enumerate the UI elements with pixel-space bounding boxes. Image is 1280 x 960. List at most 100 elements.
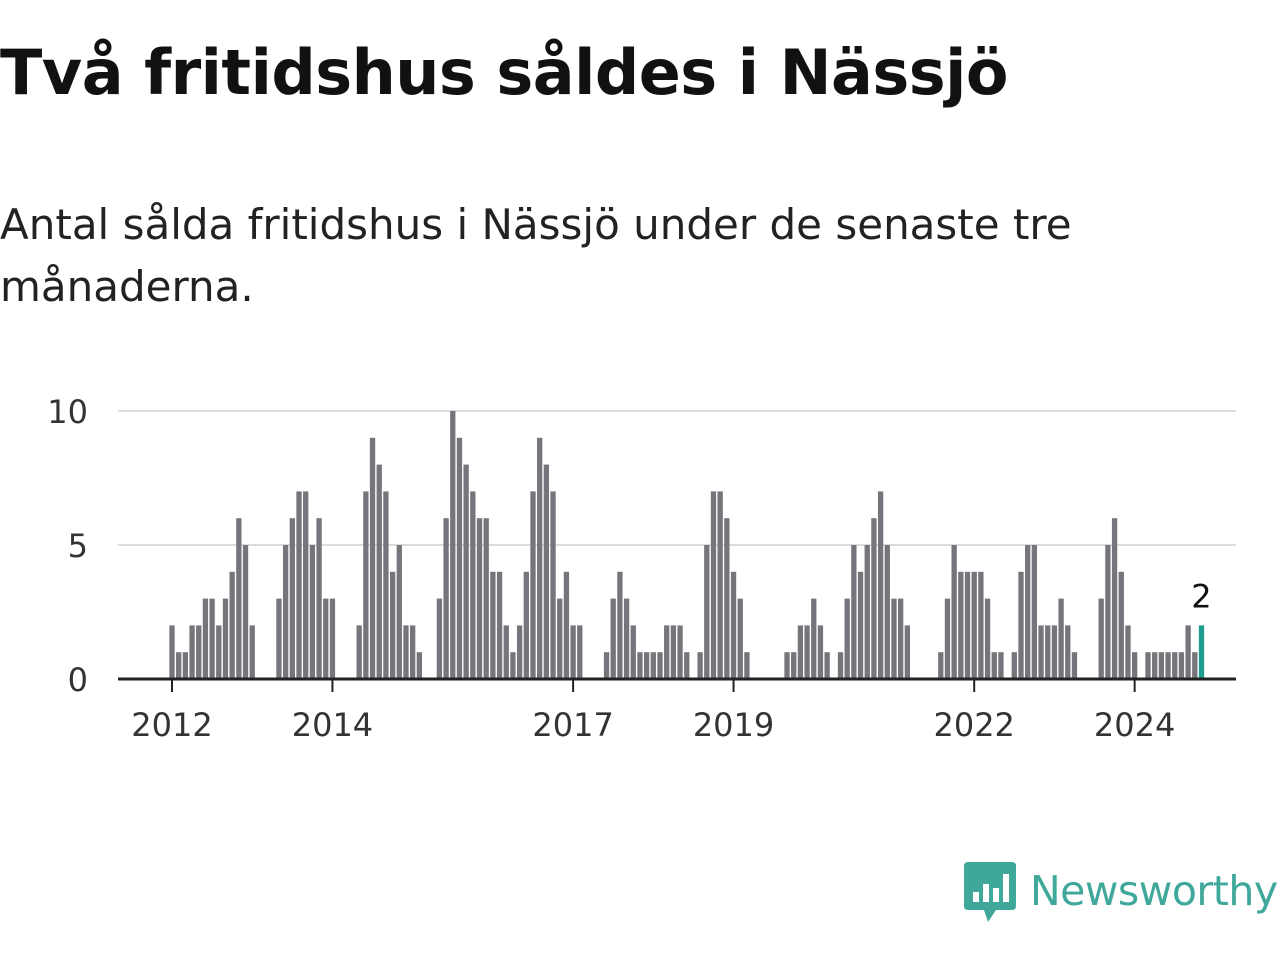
bar — [784, 652, 790, 679]
bar — [744, 652, 750, 679]
bar — [791, 652, 797, 679]
bar — [182, 652, 189, 679]
bar — [643, 652, 650, 679]
bar — [222, 598, 229, 679]
bar — [1192, 652, 1198, 679]
bar — [984, 598, 991, 679]
bar — [617, 571, 623, 679]
bar — [958, 571, 964, 679]
bar — [871, 518, 877, 679]
x-tick-label: 2024 — [1094, 706, 1175, 744]
bar — [1065, 625, 1071, 679]
y-tick-label: 5 — [68, 527, 88, 565]
bar — [1018, 571, 1024, 679]
bar — [470, 491, 476, 679]
bar — [1178, 652, 1185, 679]
brand-name: Newsworthy — [1030, 866, 1278, 915]
bar — [323, 598, 329, 679]
bar — [510, 652, 516, 679]
bar — [704, 545, 710, 679]
bar — [844, 598, 850, 679]
bar — [623, 598, 630, 679]
bar — [1111, 518, 1118, 679]
x-tick-label: 2022 — [933, 706, 1014, 744]
bar — [537, 437, 543, 679]
bar — [1031, 545, 1038, 679]
bar — [1165, 652, 1171, 679]
bar — [817, 625, 824, 679]
bar — [851, 545, 857, 679]
bar — [991, 652, 997, 679]
bar — [664, 625, 670, 679]
bar-chart: 0 5 10 2012 2014 2017 2019 2022 2024 2 — [47, 393, 1236, 744]
bar — [857, 571, 864, 679]
x-tick-label: 2017 — [532, 706, 613, 744]
bar — [476, 518, 483, 679]
bar — [670, 625, 677, 679]
bar — [864, 545, 870, 679]
bar — [684, 652, 690, 679]
bar — [550, 491, 556, 679]
x-tick-label: 2019 — [693, 706, 774, 744]
bar — [436, 598, 443, 679]
bar — [824, 652, 830, 679]
bar — [376, 464, 382, 679]
bar — [483, 518, 489, 679]
bar — [563, 571, 570, 679]
bar — [898, 598, 904, 679]
y-tick-label: 10 — [47, 393, 88, 431]
bar — [202, 598, 209, 679]
bar — [543, 464, 550, 679]
bar — [891, 598, 897, 679]
bar — [978, 571, 984, 679]
bar — [904, 625, 910, 679]
bar — [877, 491, 884, 679]
bar — [523, 571, 529, 679]
bar — [276, 598, 282, 679]
x-tick-label: 2012 — [131, 706, 212, 744]
bar — [938, 652, 944, 679]
y-tick-label: 0 — [68, 661, 88, 699]
bar — [1158, 652, 1165, 679]
bar-highlight — [1198, 625, 1205, 679]
bar — [797, 625, 804, 679]
chart-title: Två fritidshus såldes i Nässjö — [0, 36, 1009, 109]
bar — [964, 571, 971, 679]
bar — [1098, 598, 1104, 679]
highlight-value-label: 2 — [1191, 577, 1211, 615]
bar — [189, 625, 195, 679]
bar — [289, 518, 295, 679]
bar — [456, 437, 463, 679]
bar — [971, 571, 977, 679]
bar — [1125, 625, 1131, 679]
bar — [403, 625, 409, 679]
bar — [811, 598, 817, 679]
bar — [303, 491, 309, 679]
bar — [516, 625, 523, 679]
bar — [1025, 545, 1031, 679]
bar — [356, 625, 362, 679]
bar — [697, 652, 703, 679]
bar — [396, 545, 402, 679]
bar — [410, 625, 416, 679]
bar — [363, 491, 369, 679]
bar — [383, 491, 389, 679]
bar — [998, 652, 1004, 679]
bar — [657, 652, 663, 679]
bar — [717, 491, 723, 679]
bar — [603, 652, 610, 679]
bar — [1131, 652, 1138, 679]
bar — [530, 491, 536, 679]
bar — [1038, 625, 1044, 679]
bar — [724, 518, 730, 679]
bar — [1105, 545, 1111, 679]
bar — [1071, 652, 1078, 679]
bar — [951, 545, 957, 679]
bar — [503, 625, 509, 679]
bar — [637, 652, 643, 679]
bar — [329, 598, 336, 679]
bar — [242, 545, 249, 679]
bar — [443, 518, 449, 679]
bar — [557, 598, 563, 679]
bar — [369, 437, 376, 679]
